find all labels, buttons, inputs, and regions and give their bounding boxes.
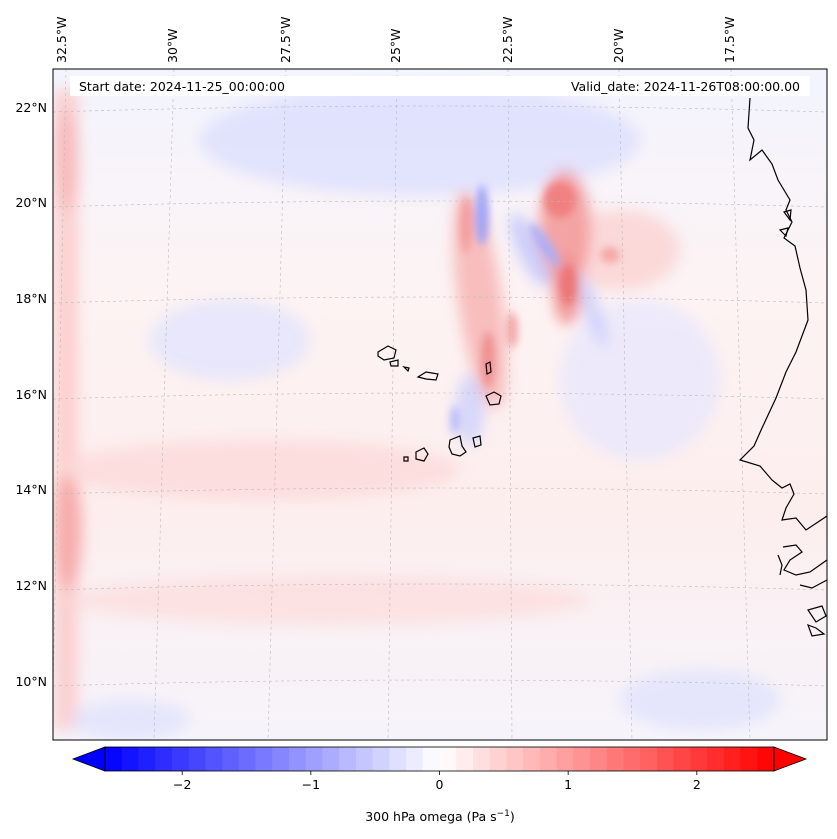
island-sal [485,361,492,375]
colorbar-step [422,747,441,771]
lon-label: 27.5°W [278,17,293,63]
latitude-labels: 22°N 20°N 18°N 16°N 14°N 12°N 10°N [15,100,47,689]
longitude-labels: 32.5°W 30°W 27.5°W 25°W 22.5°W 20°W 17.5… [54,17,737,63]
colorbar-step [673,747,691,771]
island-brava [403,456,409,462]
colorbar-step [456,747,474,771]
map-panel: Start date: 2024-11-25_00:00:00 Valid_da… [53,69,827,740]
colorbar-step [238,747,257,771]
lon-label: 20°W [611,28,626,63]
lat-label: 22°N [15,100,47,115]
island-santa-luzia [402,366,410,373]
colorbar-step [656,747,675,771]
lat-label: 12°N [15,578,47,593]
colorbar-label: 300 hPa omega (Pa s−1) [365,809,515,824]
colorbar: −2 −1 0 1 2 300 hPa omega (Pa s−1) [71,746,808,824]
colorbar-step [757,747,775,771]
colorbar-step [489,747,507,771]
colorbar-tick-label: 0 [436,777,444,792]
colorbar-step [573,747,591,771]
lat-label: 18°N [15,291,47,306]
colorbar-tick-label: 2 [693,777,701,792]
lon-label: 30°W [165,28,180,63]
coastlines [738,97,827,637]
colorbar-step [372,747,390,771]
colorbar-step [523,747,541,771]
colorbar-step [506,747,524,771]
colorbar-step [590,747,608,771]
colorbar-step [640,747,658,771]
colorbar-step [305,747,323,771]
island-fogo [415,447,429,462]
colorbar-tick-label: −1 [302,777,320,792]
colorbar-step [606,747,624,771]
colorbar-step [255,747,273,771]
colorbar-step [288,747,307,771]
africa-coastline [738,97,827,531]
colorbar-step [355,747,374,771]
island-santo-antao [377,345,397,361]
lat-label: 20°N [15,195,47,210]
valid-date-label: Valid_date: 2024-11-26T08:00:00.00 [571,79,800,94]
island-santiago [448,435,467,457]
colorbar-step [205,747,223,771]
colorbar-step [556,747,574,771]
omega-field-detail [450,182,620,434]
colorbar-extend-min [71,746,106,772]
colorbar-step [723,747,742,771]
colorbar-tick-label: −2 [173,777,191,792]
island-sao-nicolau [416,371,439,381]
lon-label: 25°W [388,28,403,63]
colorbar-step [439,747,457,771]
colorbar-step [222,747,240,771]
colorbar-step [406,747,424,771]
colorbar-step [740,747,758,771]
colorbar-step [623,747,641,771]
colorbar-step [171,747,190,771]
colorbar-step [322,747,340,771]
island-sao-vicente [389,359,399,367]
colorbar-step [138,747,156,771]
colorbar-step [389,747,407,771]
colorbar-step [707,747,725,771]
island-boa-vista [485,391,502,406]
colorbar-step [155,747,173,771]
lon-label: 22.5°W [500,17,515,63]
map-gridlines [53,69,827,740]
map-frame [52,68,828,741]
colorbar-steps [105,747,775,771]
colorbar-step [472,747,491,771]
colorbar-tick-label: 1 [564,777,572,792]
colorbar-step [339,747,357,771]
lat-label: 16°N [15,387,47,402]
date-banner [70,76,810,96]
island-maio [472,435,482,448]
lat-label: 14°N [15,482,47,497]
start-date-label: Start date: 2024-11-25_00:00:00 [79,79,285,94]
colorbar-step [690,747,708,771]
colorbar-step [105,747,123,771]
lon-label: 17.5°W [722,17,737,63]
colorbar-step [121,747,139,771]
colorbar-ticks: −2 −1 0 1 2 [173,771,701,792]
lon-label: 32.5°W [54,17,69,63]
cape-verde-islands [377,345,502,462]
lat-label: 10°N [15,674,47,689]
colorbar-step [188,747,206,771]
colorbar-step [539,747,558,771]
colorbar-extend-max [773,746,808,772]
colorbar-step [272,747,290,771]
